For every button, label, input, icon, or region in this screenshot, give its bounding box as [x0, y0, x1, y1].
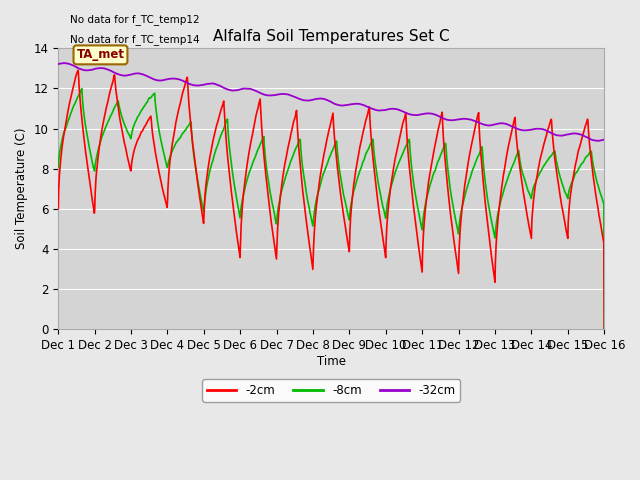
Text: No data for f_TC_temp14: No data for f_TC_temp14 — [70, 34, 200, 45]
Text: No data for f_TC_temp12: No data for f_TC_temp12 — [70, 14, 200, 25]
Y-axis label: Soil Temperature (C): Soil Temperature (C) — [15, 128, 28, 250]
Title: Alfalfa Soil Temperatures Set C: Alfalfa Soil Temperatures Set C — [213, 29, 449, 44]
Text: TA_met: TA_met — [76, 48, 124, 61]
Legend: -2cm, -8cm, -32cm: -2cm, -8cm, -32cm — [202, 379, 460, 402]
X-axis label: Time: Time — [317, 355, 346, 368]
